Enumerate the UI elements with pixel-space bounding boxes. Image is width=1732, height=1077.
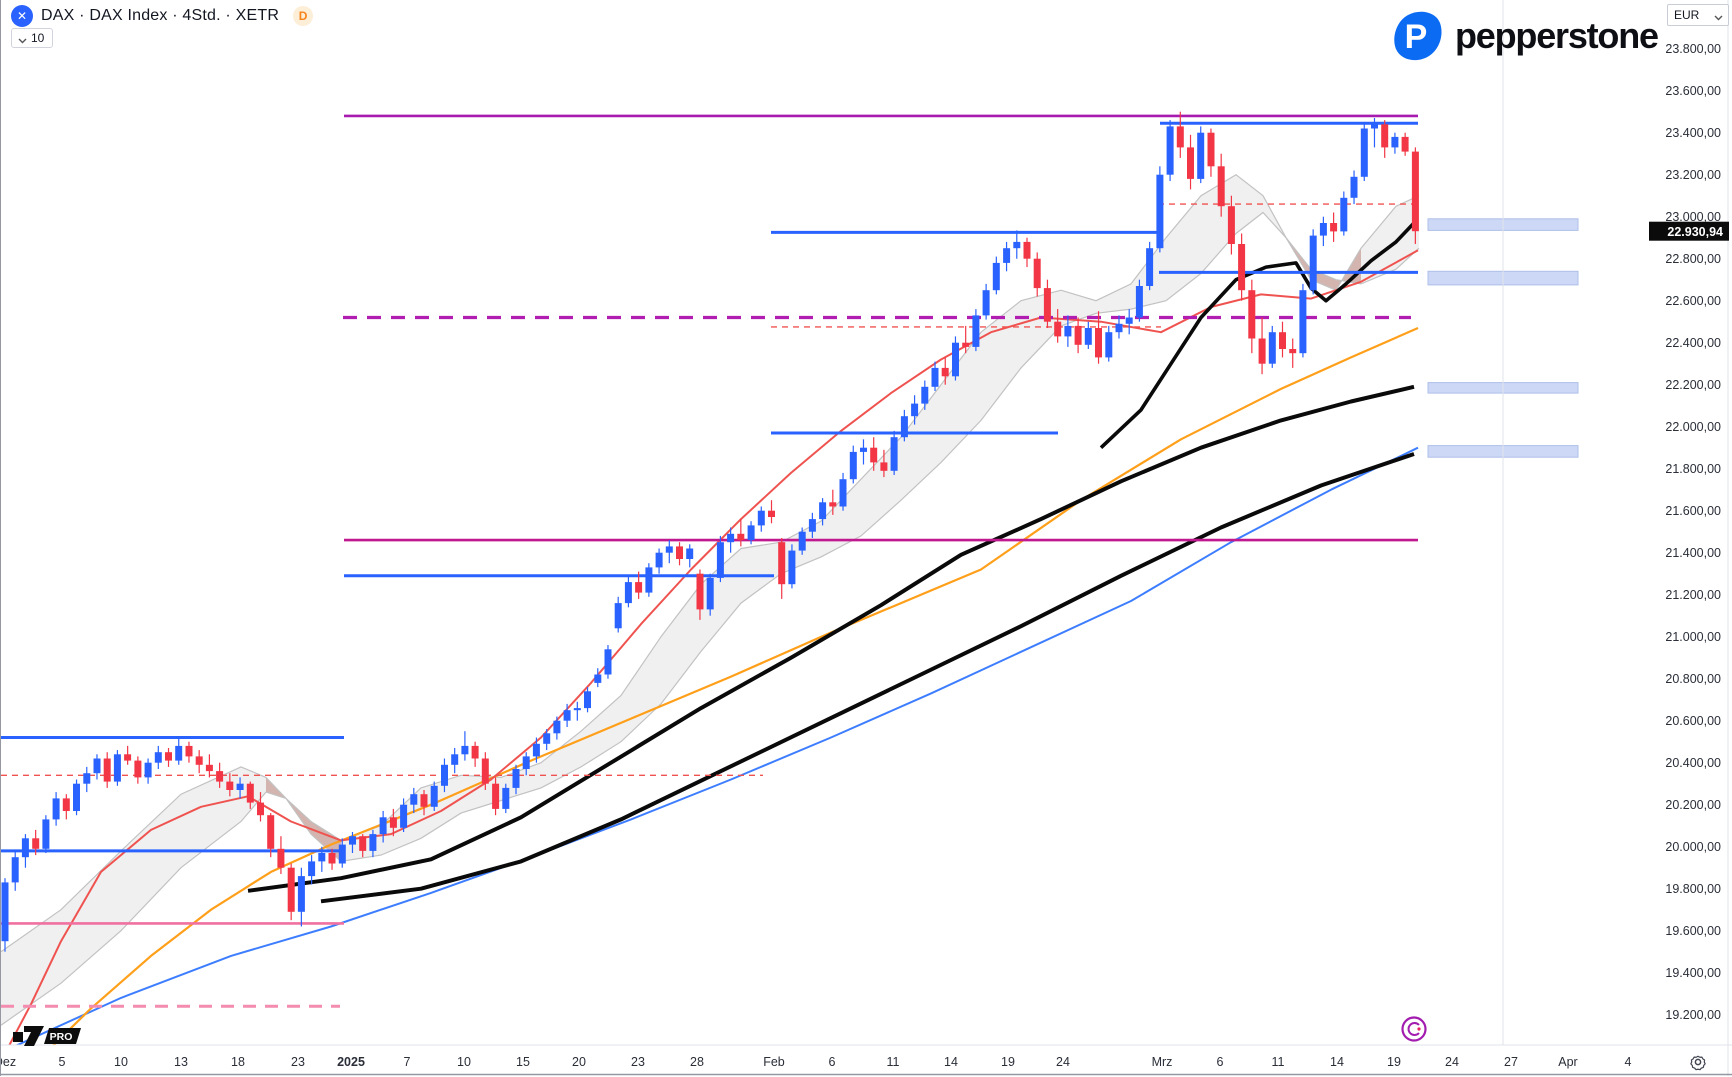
svg-text:Feb: Feb bbox=[763, 1055, 785, 1069]
ma-black-slow bbox=[320, 452, 1415, 904]
symbol-title[interactable]: DAX · DAX Index · 4Std. · XETR bbox=[41, 7, 280, 24]
svg-text:10: 10 bbox=[457, 1055, 471, 1069]
svg-text:20.000,00: 20.000,00 bbox=[1665, 840, 1721, 854]
svg-text:23.800,00: 23.800,00 bbox=[1665, 42, 1721, 56]
svg-text:14: 14 bbox=[944, 1055, 958, 1069]
pepperstone-logo: P pepperstone bbox=[1387, 8, 1659, 64]
ma-lines bbox=[8, 221, 1419, 1045]
svg-text:4: 4 bbox=[1625, 1055, 1632, 1069]
svg-text:23.600,00: 23.600,00 bbox=[1665, 84, 1721, 98]
levels bbox=[1, 114, 1418, 1008]
ma-blue-slow bbox=[15, 446, 1419, 1045]
svg-text:20.600,00: 20.600,00 bbox=[1665, 714, 1721, 728]
svg-text:15: 15 bbox=[516, 1055, 530, 1069]
svg-text:19: 19 bbox=[1001, 1055, 1015, 1069]
svg-text:20.800,00: 20.800,00 bbox=[1665, 672, 1721, 686]
drawings-count-label: 10 bbox=[31, 31, 45, 45]
svg-text:24: 24 bbox=[1445, 1055, 1459, 1069]
svg-text:Dez: Dez bbox=[1, 1055, 16, 1069]
svg-text:Mrz: Mrz bbox=[1152, 1055, 1173, 1069]
svg-text:21.000,00: 21.000,00 bbox=[1665, 630, 1721, 644]
ma-orange bbox=[52, 326, 1419, 1045]
svg-text:21.600,00: 21.600,00 bbox=[1665, 504, 1721, 518]
svg-text:19.800,00: 19.800,00 bbox=[1665, 882, 1721, 896]
svg-text:6: 6 bbox=[829, 1055, 836, 1069]
svg-text:P: P bbox=[1405, 18, 1428, 56]
svg-text:19.200,00: 19.200,00 bbox=[1665, 1008, 1721, 1022]
ma-black-fast bbox=[1099, 221, 1416, 450]
svg-text:22.600,00: 22.600,00 bbox=[1665, 294, 1721, 308]
svg-text:22.930,94: 22.930,94 bbox=[1667, 225, 1723, 239]
svg-text:23: 23 bbox=[631, 1055, 645, 1069]
svg-text:23.000,00: 23.000,00 bbox=[1665, 210, 1721, 224]
svg-text:28: 28 bbox=[690, 1055, 704, 1069]
svg-text:20.400,00: 20.400,00 bbox=[1665, 756, 1721, 770]
dax-symbol-icon[interactable]: ✕ bbox=[11, 5, 33, 27]
svg-text:18: 18 bbox=[231, 1055, 245, 1069]
svg-text:21.800,00: 21.800,00 bbox=[1665, 462, 1721, 476]
svg-text:23.400,00: 23.400,00 bbox=[1665, 126, 1721, 140]
drawings-count-dropdown[interactable]: 10 bbox=[11, 28, 54, 48]
svg-text:PRO: PRO bbox=[50, 1031, 73, 1043]
idea-swirl-icon[interactable] bbox=[1399, 1014, 1429, 1049]
svg-text:11: 11 bbox=[887, 1055, 900, 1069]
daily-interval-badge[interactable]: D bbox=[293, 6, 314, 26]
svg-text:22.800,00: 22.800,00 bbox=[1665, 252, 1721, 266]
svg-text:23.200,00: 23.200,00 bbox=[1665, 168, 1721, 182]
svg-text:Apr: Apr bbox=[1558, 1055, 1577, 1069]
svg-text:2025: 2025 bbox=[337, 1055, 365, 1069]
svg-text:11: 11 bbox=[1272, 1055, 1285, 1069]
current-price-badge: 22.930,94 bbox=[1649, 221, 1729, 241]
chevron-down-icon bbox=[1714, 11, 1723, 21]
currency-value: EUR bbox=[1674, 8, 1700, 22]
symbol-header: ✕ DAX · DAX Index · 4Std. · XETR D bbox=[11, 5, 314, 27]
svg-text:5: 5 bbox=[59, 1055, 66, 1069]
svg-text:19: 19 bbox=[1387, 1055, 1401, 1069]
svg-text:22.000,00: 22.000,00 bbox=[1665, 420, 1721, 434]
currency-selector[interactable]: EUR bbox=[1667, 4, 1729, 26]
gear-icon[interactable] bbox=[1688, 1052, 1708, 1077]
tradingview-logo[interactable]: PRO bbox=[11, 1022, 111, 1050]
svg-text:21.400,00: 21.400,00 bbox=[1665, 546, 1721, 560]
pro-badge: PRO bbox=[44, 1028, 81, 1044]
chevron-down-icon bbox=[18, 34, 27, 44]
price-axis[interactable]: 23.800,00 23.600,00 23.400,00 23.200,00 23.0… bbox=[1649, 42, 1729, 1022]
plot-area[interactable] bbox=[1, 111, 1420, 1067]
svg-text:24: 24 bbox=[1056, 1055, 1070, 1069]
svg-text:20.200,00: 20.200,00 bbox=[1665, 798, 1721, 812]
svg-text:10: 10 bbox=[114, 1055, 128, 1069]
svg-text:13: 13 bbox=[174, 1055, 188, 1069]
ma-red bbox=[8, 249, 1419, 1045]
svg-text:23: 23 bbox=[291, 1055, 305, 1069]
svg-text:22.400,00: 22.400,00 bbox=[1665, 336, 1721, 350]
time-axis[interactable]: Dez 5 10 13 18 23 2025 7 10 15 20 23 28 Feb 6 11 14 19 24 M… bbox=[1, 1055, 1632, 1069]
pepperstone-icon: P bbox=[1394, 11, 1442, 61]
tradingview-mark bbox=[13, 1026, 44, 1046]
svg-text:20: 20 bbox=[572, 1055, 586, 1069]
svg-text:21.200,00: 21.200,00 bbox=[1665, 588, 1721, 602]
svg-text:19.400,00: 19.400,00 bbox=[1665, 966, 1721, 980]
svg-text:14: 14 bbox=[1330, 1055, 1344, 1069]
candlestick-layer bbox=[1, 111, 1419, 952]
svg-text:6: 6 bbox=[1217, 1055, 1224, 1069]
svg-text:19.600,00: 19.600,00 bbox=[1665, 924, 1721, 938]
svg-text:27: 27 bbox=[1504, 1055, 1518, 1069]
svg-text:7: 7 bbox=[404, 1055, 411, 1069]
ma-black-mid bbox=[247, 384, 1415, 893]
pepperstone-wordmark: pepperstone bbox=[1455, 15, 1659, 56]
svg-text:22.200,00: 22.200,00 bbox=[1665, 378, 1721, 392]
